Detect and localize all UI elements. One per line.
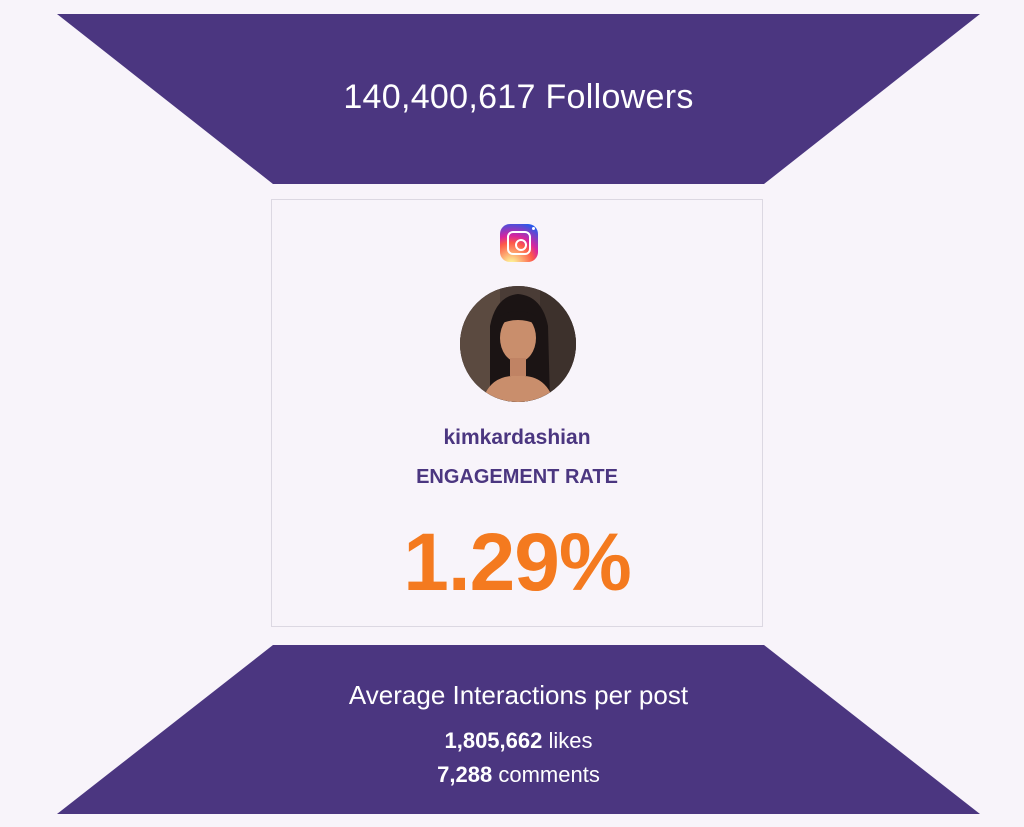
interactions-title: Average Interactions per post [348, 680, 689, 710]
instagram-icon [500, 224, 538, 262]
comments-stat: 7,288 comments [57, 759, 980, 791]
interactions-banner: Average Interactions per post 1,805,662 … [57, 645, 980, 814]
comments-label: comments [498, 762, 600, 787]
likes-value: 1,805,662 [444, 728, 543, 753]
followers-count: 140,400,617 Followers [343, 78, 694, 116]
likes-stat: 1,805,662 likes [57, 725, 980, 757]
comments-value: 7,288 [437, 762, 493, 787]
engagement-rate-label: ENGAGEMENT RATE [416, 466, 618, 488]
avatar [460, 286, 576, 402]
followers-banner: 140,400,617 Followers [57, 14, 980, 184]
likes-label: likes [548, 728, 593, 753]
username: kimkardashian [443, 426, 591, 449]
profile-card: kimkardashian ENGAGEMENT RATE 1.29% [271, 199, 763, 627]
engagement-rate-value: 1.29% [403, 517, 632, 608]
